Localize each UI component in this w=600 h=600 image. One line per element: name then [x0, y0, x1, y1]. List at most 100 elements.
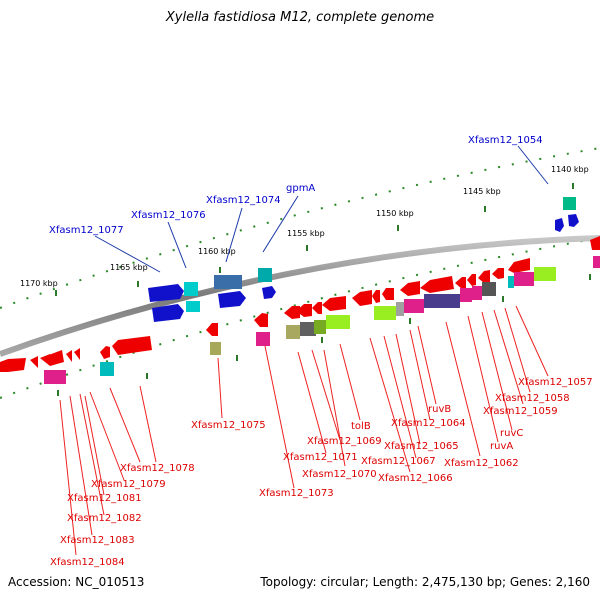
gene-xfasm12-1070[interactable] [314, 320, 326, 334]
gene-red-a[interactable] [30, 356, 38, 368]
gene-xfasm12-1065[interactable] [404, 299, 424, 313]
inner-colored-genes [44, 267, 556, 384]
label-xfasm12-1079[interactable]: Xfasm12_1079 [91, 479, 166, 490]
gene-tolB[interactable] [322, 296, 346, 311]
gene-red-n[interactable] [400, 281, 420, 296]
gene-red-p[interactable] [467, 274, 476, 286]
gene-cyan-1[interactable] [184, 282, 198, 296]
gene-xfasm12-1079[interactable] [100, 362, 114, 376]
label-xfasm12-1064[interactable]: Xfasm12_1064 [391, 418, 466, 429]
label-xfasm12-1078[interactable]: Xfasm12_1078 [120, 463, 195, 474]
gene-xfasm12-1071[interactable] [286, 325, 300, 339]
tick-label-1160: 1160 kbp [198, 247, 236, 256]
label-xfasm12-1065[interactable]: Xfasm12_1065 [384, 441, 459, 452]
gene-red-edge[interactable] [590, 236, 600, 250]
label-xfasm12-1070[interactable]: Xfasm12_1070 [302, 469, 377, 480]
gene-red-j[interactable] [312, 302, 322, 314]
gene-red-h[interactable] [284, 306, 300, 319]
label-xfasm12-1059[interactable]: Xfasm12_1059 [483, 406, 558, 417]
map-title: Xylella fastidiosa M12, complete genome [165, 10, 435, 25]
genome-backbone [0, 235, 600, 357]
tick-label-1150: 1150 kbp [376, 209, 414, 218]
gene-xfasm12-1069[interactable] [300, 322, 316, 336]
gene-red-m[interactable] [382, 288, 394, 300]
gene-xfasm12-1077[interactable] [152, 304, 184, 322]
gene-xfasm12-1074[interactable] [214, 275, 242, 289]
gene-xfasm12-1058[interactable] [508, 258, 530, 273]
gene-red-k[interactable] [352, 290, 372, 306]
label-xfasm12-1066[interactable]: Xfasm12_1066 [378, 473, 453, 484]
label-xfasm12-1082[interactable]: Xfasm12_1082 [67, 513, 142, 524]
label-xfasm12-1083[interactable]: Xfasm12_1083 [60, 535, 135, 546]
label-xfasm12-1073[interactable]: Xfasm12_1073 [259, 488, 334, 499]
gene-xfasm12-1057[interactable] [534, 267, 556, 281]
label-xfasm12-1067[interactable]: Xfasm12_1067 [361, 456, 436, 467]
tick-label-1145: 1145 kbp [463, 187, 501, 196]
gene-cyan-2[interactable] [186, 301, 200, 312]
label-xfasm12-1057[interactable]: Xfasm12_1057 [518, 377, 593, 388]
gene-xfasm12-1073[interactable] [256, 332, 270, 346]
label-gpmA[interactable]: gpmA [286, 183, 315, 194]
gene-blue-5[interactable] [555, 218, 564, 232]
gene-xfasm12-1062[interactable] [472, 286, 482, 300]
gene-red-e[interactable] [100, 346, 110, 359]
gene-red-d[interactable] [74, 348, 80, 360]
forward-strand-genes [148, 197, 600, 322]
label-xfasm12-1058[interactable]: Xfasm12_1058 [495, 393, 570, 404]
label-ruvA[interactable]: ruvA [490, 441, 513, 452]
gene-gpmA[interactable] [258, 268, 272, 282]
label-xfasm12-1081[interactable]: Xfasm12_1081 [67, 493, 142, 504]
gene-xfasm12-1084[interactable] [0, 358, 26, 372]
gene-red-r[interactable] [492, 268, 504, 279]
gene-ruvA[interactable] [460, 288, 472, 302]
gene-xfasm12-1076[interactable] [148, 284, 184, 302]
label-tolB[interactable]: tolB [351, 421, 371, 432]
gene-cyan-small[interactable] [508, 276, 514, 288]
label-ruvC[interactable]: ruvC [500, 428, 523, 439]
label-xfasm12-1071[interactable]: Xfasm12_1071 [283, 452, 358, 463]
label-xfasm12-1076[interactable]: Xfasm12_1076 [131, 210, 206, 221]
tick-label-1140: 1140 kbp [551, 165, 589, 174]
gene-blue-6[interactable] [568, 214, 579, 227]
gene-xfasm12-1082[interactable] [46, 350, 64, 366]
tick-label-1155: 1155 kbp [287, 229, 325, 238]
gene-red-l[interactable] [372, 290, 380, 303]
gene-magenta-edge[interactable] [593, 256, 600, 268]
label-xfasm12-1077[interactable]: Xfasm12_1077 [49, 225, 124, 236]
accession-info: Accession: NC_010513 [8, 575, 145, 589]
reverse-strand-genes [0, 258, 530, 372]
forward-label-lines [94, 145, 549, 273]
gene-ruvB[interactable] [420, 276, 454, 293]
gene-xfasm12-1072[interactable] [326, 315, 350, 329]
gene-xfasm12-1059[interactable] [514, 272, 534, 286]
label-xfasm12-1069[interactable]: Xfasm12_1069 [307, 436, 382, 447]
label-xfasm12-1074[interactable]: Xfasm12_1074 [206, 195, 281, 206]
gene-red-f[interactable] [206, 323, 218, 336]
gene-blue-4[interactable] [262, 286, 276, 299]
reverse-label-lines [59, 305, 549, 556]
label-xfasm12-1062[interactable]: Xfasm12_1062 [444, 458, 519, 469]
label-ruvB[interactable]: ruvB [428, 404, 451, 415]
gene-xfasm12-1067[interactable] [374, 306, 396, 320]
gene-blue-3[interactable] [218, 291, 246, 308]
gene-xfasm12-1075[interactable] [210, 342, 221, 355]
gene-red-q[interactable] [478, 270, 490, 283]
label-xfasm12-1075[interactable]: Xfasm12_1075 [191, 420, 266, 431]
gene-xfasm12-1064[interactable] [424, 294, 460, 308]
gene-xfasm12-1078[interactable] [112, 336, 152, 355]
gene-red-c[interactable] [66, 350, 72, 362]
gene-xfasm12-1066[interactable] [396, 302, 404, 316]
gene-ruvC[interactable] [482, 282, 496, 296]
label-xfasm12-1054[interactable]: Xfasm12_1054 [468, 135, 543, 146]
gene-red-o[interactable] [455, 277, 466, 289]
topology-info: Topology: circular; Length: 2,475,130 bp… [260, 575, 590, 589]
gene-xfasm12-1054[interactable] [563, 197, 576, 210]
tick-label-1165: 1165 kbp [110, 263, 148, 272]
label-xfasm12-1084[interactable]: Xfasm12_1084 [50, 557, 125, 568]
gene-xfasm12-1081[interactable] [44, 370, 66, 384]
gene-red-g[interactable] [254, 313, 268, 327]
gene-red-i[interactable] [296, 304, 312, 317]
inner-major-ticks [57, 274, 591, 396]
